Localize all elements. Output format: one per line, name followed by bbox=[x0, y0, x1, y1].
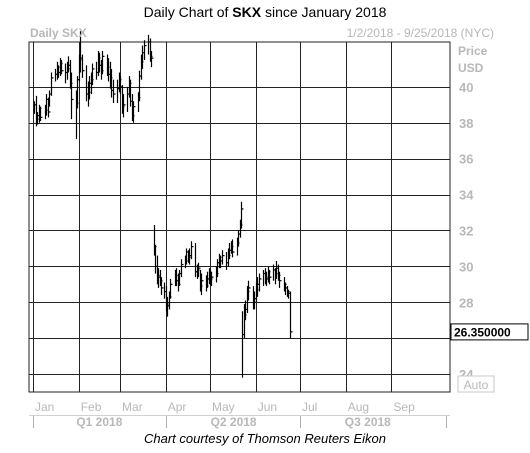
month-label: Jan bbox=[35, 400, 54, 414]
chart-symbol-label: Daily SKX bbox=[30, 26, 87, 40]
month-label: Feb bbox=[81, 400, 102, 414]
date-range-label: 1/2/2018 - 9/25/2018 (NYC) bbox=[347, 26, 494, 40]
price-bar bbox=[160, 277, 164, 296]
price-bar bbox=[268, 269, 272, 285]
last-price-marker: 26.350000 bbox=[450, 323, 529, 341]
price-axis-unit: USD bbox=[458, 61, 484, 75]
time-axis: Jan Feb Mar Apr May Jun Jul Aug Sep Q1 2018 Q2 201… bbox=[29, 400, 450, 429]
price-bar bbox=[210, 271, 214, 287]
price-bar bbox=[81, 54, 85, 78]
price-axis-label: Price bbox=[458, 44, 488, 58]
quarter-label: Q3 2018 bbox=[345, 415, 391, 429]
price-tick-label: 38 bbox=[459, 116, 473, 131]
price-tick-label: 32 bbox=[459, 223, 473, 238]
auto-scale-button[interactable]: Auto bbox=[457, 375, 495, 393]
month-label: Jul bbox=[302, 400, 317, 414]
price-bar bbox=[122, 94, 126, 118]
price-bar bbox=[200, 273, 204, 296]
price-bar bbox=[132, 101, 136, 123]
price-tick-label: 36 bbox=[459, 152, 473, 167]
price-bar bbox=[70, 72, 74, 120]
plot-frame bbox=[28, 41, 451, 393]
auto-scale-label: Auto bbox=[464, 378, 489, 392]
month-label: Sep bbox=[393, 400, 415, 414]
price-bar bbox=[169, 278, 173, 299]
price-bar bbox=[91, 63, 95, 86]
month-label: Jun bbox=[258, 400, 277, 414]
price-bar bbox=[289, 291, 293, 339]
price-bar bbox=[247, 280, 251, 301]
price-bar bbox=[240, 201, 244, 229]
price-bar bbox=[190, 241, 194, 260]
quarter-label: Q1 2018 bbox=[76, 415, 122, 429]
price-bar bbox=[50, 72, 54, 96]
price-tick-label: 40 bbox=[459, 80, 473, 95]
grid-lines bbox=[28, 41, 451, 393]
price-bar bbox=[231, 239, 235, 258]
price-bar bbox=[258, 273, 262, 292]
price-tick-label: 34 bbox=[459, 188, 474, 203]
price-bar bbox=[112, 79, 116, 104]
price-bar bbox=[150, 50, 154, 68]
price-bar bbox=[143, 40, 147, 60]
price-tick-label: 28 bbox=[459, 295, 473, 310]
price-bar bbox=[278, 271, 282, 288]
price-bars bbox=[33, 31, 293, 378]
month-label: Aug bbox=[348, 400, 369, 414]
chart-caption: Chart courtesy of Thomson Reuters Eikon bbox=[143, 431, 387, 446]
month-label: Mar bbox=[122, 400, 143, 414]
quarter-label: Q2 2018 bbox=[211, 415, 257, 429]
last-price-value: 26.350000 bbox=[454, 325, 511, 339]
price-bar bbox=[60, 59, 64, 75]
price-bar bbox=[197, 262, 201, 278]
month-label: Apr bbox=[168, 400, 187, 414]
price-bar bbox=[47, 97, 51, 118]
price-tick-label: 30 bbox=[459, 259, 473, 274]
price-bar bbox=[39, 106, 43, 121]
price-bar bbox=[180, 259, 184, 278]
price-bar bbox=[101, 50, 105, 75]
price-bar bbox=[221, 250, 225, 265]
chart-title: Daily Chart of SKX since January 2018 bbox=[143, 4, 387, 20]
month-label: May bbox=[212, 400, 235, 414]
